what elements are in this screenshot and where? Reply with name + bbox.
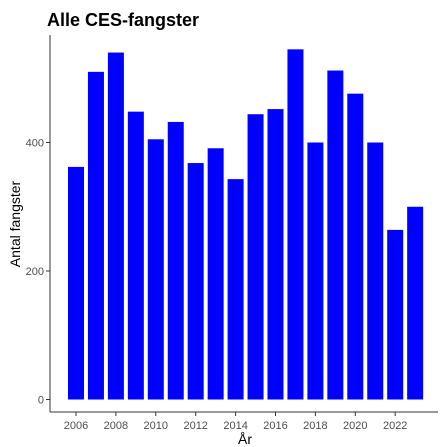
- bar-2021: [367, 142, 384, 400]
- x-tick-label: 2020: [343, 420, 367, 432]
- bars-group: [68, 49, 424, 400]
- bar-2013: [207, 148, 224, 400]
- y-axis-label: Antal fangster: [7, 180, 23, 267]
- x-tick-label: 2010: [144, 420, 168, 432]
- x-tick-label: 2022: [383, 420, 407, 432]
- bar-2007: [87, 71, 104, 400]
- bar-2019: [327, 70, 344, 400]
- y-tick-label: 400: [26, 138, 44, 150]
- bar-2009: [127, 111, 144, 400]
- y-tick-label: 200: [26, 266, 44, 278]
- x-axis-label: År: [238, 431, 252, 447]
- bar-2016: [267, 109, 284, 400]
- x-tick-label: 2008: [104, 420, 128, 432]
- bar-2020: [347, 93, 364, 400]
- x-tick-label: 2016: [263, 420, 287, 432]
- bar-2023: [407, 206, 424, 400]
- bar-2008: [107, 52, 124, 400]
- bar-2006: [68, 166, 84, 400]
- bar-2012: [187, 163, 204, 400]
- x-tick-label: 2014: [223, 420, 247, 432]
- bar-2011: [167, 121, 184, 400]
- chart-title: Alle CES-fangster: [47, 10, 199, 30]
- bar-2014: [227, 179, 244, 400]
- x-tick-label: 2006: [64, 420, 88, 432]
- bar-2015: [247, 114, 264, 400]
- bar-2018: [307, 142, 324, 400]
- bar-2010: [147, 139, 164, 400]
- x-tick-label: 2018: [303, 420, 327, 432]
- x-tick-label: 2012: [183, 420, 207, 432]
- x-ticks-group: 2006 2008 2010 2012 2014 2016 2018 2020 2022: [64, 412, 407, 432]
- bar-2017: [287, 49, 304, 400]
- y-ticks-group: 0 200 400: [26, 138, 50, 407]
- y-tick-label: 0: [38, 395, 44, 407]
- bar-2022: [387, 229, 404, 400]
